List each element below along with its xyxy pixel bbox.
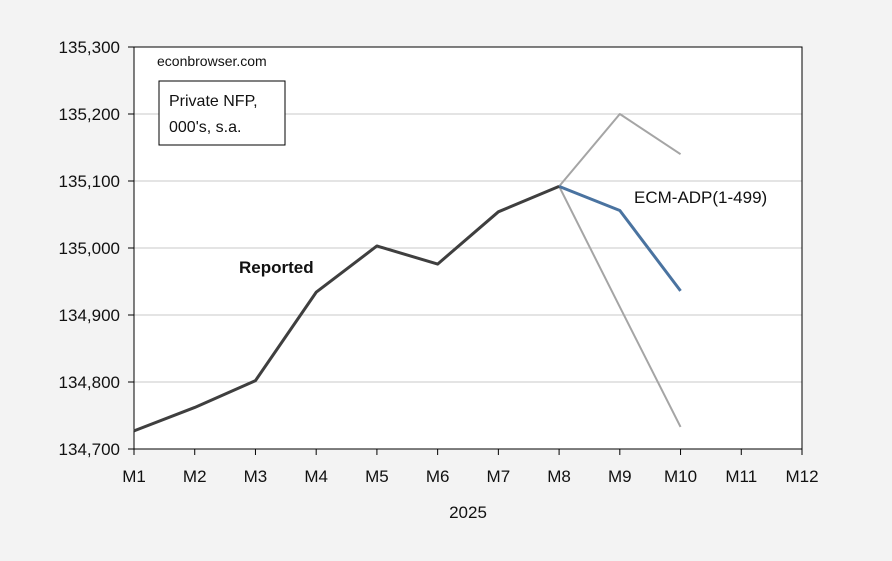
x-axis-label: 2025 [449, 503, 487, 522]
y-tick-label: 134,900 [59, 306, 120, 325]
x-tick-label: M8 [547, 467, 571, 486]
y-tick-label: 134,700 [59, 440, 120, 459]
forecast-series-line [558, 184, 682, 292]
forecast-band-line [558, 185, 682, 428]
y-tick-label: 134,800 [59, 373, 120, 392]
units-box [158, 80, 286, 146]
x-tick-label: M1 [122, 467, 146, 486]
units-line-2: 000's, s.a. [169, 119, 241, 136]
reported-series-label: Reported [239, 258, 314, 277]
x-tick-label: M3 [244, 467, 268, 486]
forecast-band-line [558, 113, 682, 188]
gridlines [134, 113, 802, 383]
source-annotation: econbrowser.com [157, 53, 267, 69]
x-tick-label: M9 [608, 467, 632, 486]
x-tick-label: M10 [664, 467, 697, 486]
y-tick-label: 135,100 [59, 172, 120, 191]
x-tick-label: M4 [304, 467, 328, 486]
x-tick-label: M7 [487, 467, 511, 486]
x-tick-label: M12 [785, 467, 818, 486]
y-tick-label: 135,000 [59, 239, 120, 258]
x-tick-label: M2 [183, 467, 207, 486]
y-axis: 134,700 134,800 134,900 135,000 135,100 135,2… [59, 38, 134, 459]
x-tick-label: M5 [365, 467, 389, 486]
units-line-1: Private NFP, [169, 93, 258, 110]
reported-series-line [133, 184, 560, 433]
forecast-series-label: ECM-ADP(1-499) [634, 188, 767, 207]
y-tick-label: 135,300 [59, 38, 120, 57]
y-tick-label: 135,200 [59, 105, 120, 124]
series-lines [133, 113, 682, 433]
x-axis: M1 M2 M3 M4 M5 M6 M7 M8 M9 M10 M11 M12 [122, 449, 819, 486]
x-tick-label: M6 [426, 467, 450, 486]
x-tick-label: M11 [725, 467, 757, 486]
